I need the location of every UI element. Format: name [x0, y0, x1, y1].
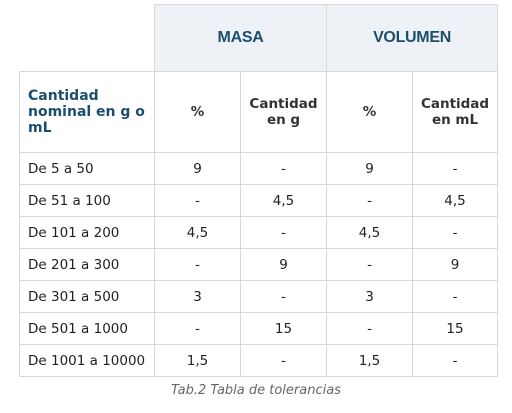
masa-percent-cell: 3: [154, 280, 241, 313]
masa-quantity-header: Cantidad en g: [239, 71, 328, 153]
volumen-percent-cell: -: [326, 248, 414, 281]
table-row: De 201 a 300 - 9 - 9: [19, 248, 499, 281]
volumen-quantity-cell: -: [412, 216, 499, 249]
volumen-percent-cell: 9: [326, 152, 414, 185]
volumen-percent-header: %: [326, 71, 414, 153]
volumen-quantity-cell: 15: [412, 312, 499, 345]
group-header-row: MASA VOLUMEN: [19, 4, 499, 72]
masa-quantity-cell: 15: [239, 312, 328, 345]
masa-percent-cell: 1,5: [154, 344, 241, 377]
masa-header: MASA: [153, 4, 328, 72]
volumen-percent-cell: -: [326, 184, 414, 217]
range-cell: De 101 a 200: [19, 216, 155, 249]
empty-corner-cell: [19, 4, 155, 72]
range-cell: De 5 a 50: [19, 152, 155, 185]
masa-quantity-cell: -: [239, 344, 328, 377]
volumen-percent-cell: 4,5: [326, 216, 414, 249]
range-cell: De 51 a 100: [19, 184, 155, 217]
masa-percent-cell: 4,5: [154, 216, 241, 249]
range-cell: De 201 a 300: [19, 248, 155, 281]
volumen-quantity-cell: -: [412, 152, 499, 185]
volumen-percent-cell: 1,5: [326, 344, 414, 377]
table-row: De 301 a 500 3 - 3 -: [19, 280, 499, 313]
masa-quantity-cell: -: [239, 280, 328, 313]
table-row: De 101 a 200 4,5 - 4,5 -: [19, 216, 499, 249]
masa-percent-cell: -: [154, 312, 241, 345]
table-row: De 5 a 50 9 - 9 -: [19, 152, 499, 185]
table-row: De 501 a 1000 - 15 - 15: [19, 312, 499, 345]
table-row: De 1001 a 10000 1,5 - 1,5 -: [19, 344, 499, 377]
sub-header-row: Cantidad nominal en g o mL % Cantidad en…: [19, 71, 499, 153]
range-cell: De 1001 a 10000: [19, 344, 155, 377]
volumen-quantity-cell: 9: [412, 248, 499, 281]
nominal-quantity-header: Cantidad nominal en g o mL: [19, 71, 155, 153]
masa-percent-cell: -: [154, 184, 241, 217]
volumen-quantity-cell: -: [412, 344, 499, 377]
tolerance-table: MASA VOLUMEN Cantidad nominal en g o mL …: [19, 4, 499, 377]
range-cell: De 501 a 1000: [19, 312, 155, 345]
volumen-quantity-cell: -: [412, 280, 499, 313]
masa-percent-cell: 9: [154, 152, 241, 185]
masa-quantity-cell: -: [239, 216, 328, 249]
table-caption: Tab.2 Tabla de tolerancias: [171, 383, 341, 398]
volumen-header: VOLUMEN: [326, 4, 499, 72]
volumen-percent-cell: 3: [326, 280, 414, 313]
masa-quantity-cell: -: [239, 152, 328, 185]
masa-quantity-cell: 4,5: [239, 184, 328, 217]
volumen-quantity-header: Cantidad en mL: [412, 71, 499, 153]
volumen-percent-cell: -: [326, 312, 414, 345]
masa-percent-cell: -: [154, 248, 241, 281]
masa-percent-header: %: [154, 71, 241, 153]
volumen-quantity-cell: 4,5: [412, 184, 499, 217]
range-cell: De 301 a 500: [19, 280, 155, 313]
masa-quantity-cell: 9: [239, 248, 328, 281]
table-row: De 51 a 100 - 4,5 - 4,5: [19, 184, 499, 217]
